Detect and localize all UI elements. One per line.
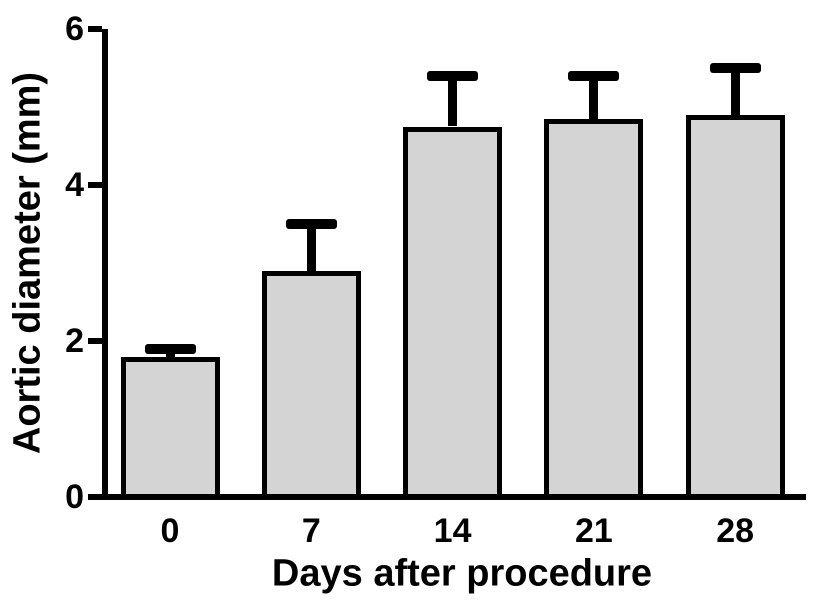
error-bar-stem — [448, 75, 458, 127]
y-tick — [88, 494, 102, 500]
y-tick — [88, 338, 102, 344]
bar — [261, 270, 361, 500]
y-tick-label: 6 — [65, 10, 84, 48]
y-axis-line — [102, 29, 108, 500]
x-axis-line — [102, 494, 806, 500]
error-bar-cap — [709, 63, 761, 73]
y-tick-label: 2 — [65, 322, 84, 360]
error-bar-cap — [285, 219, 337, 229]
error-bar-cap — [144, 343, 196, 354]
bar — [544, 118, 644, 500]
error-bar-cap — [427, 70, 479, 81]
x-tick-label: 7 — [301, 512, 321, 550]
error-bar-cap — [568, 70, 620, 81]
x-axis-title: Days after procedure — [271, 552, 653, 595]
y-tick — [88, 26, 102, 32]
error-bar-stem — [730, 68, 740, 115]
y-tick-label: 4 — [65, 166, 84, 204]
bar — [120, 356, 220, 500]
error-bar-stem — [589, 75, 599, 119]
x-tick-label: 0 — [160, 512, 180, 550]
x-tick-label: 14 — [433, 512, 472, 550]
y-tick-label: 0 — [65, 478, 84, 516]
x-tick-label: 21 — [574, 512, 613, 550]
x-tick-label: 28 — [716, 512, 755, 550]
bar — [685, 114, 785, 500]
error-bar-stem — [306, 224, 316, 271]
y-tick — [88, 182, 102, 188]
bar — [403, 126, 503, 500]
